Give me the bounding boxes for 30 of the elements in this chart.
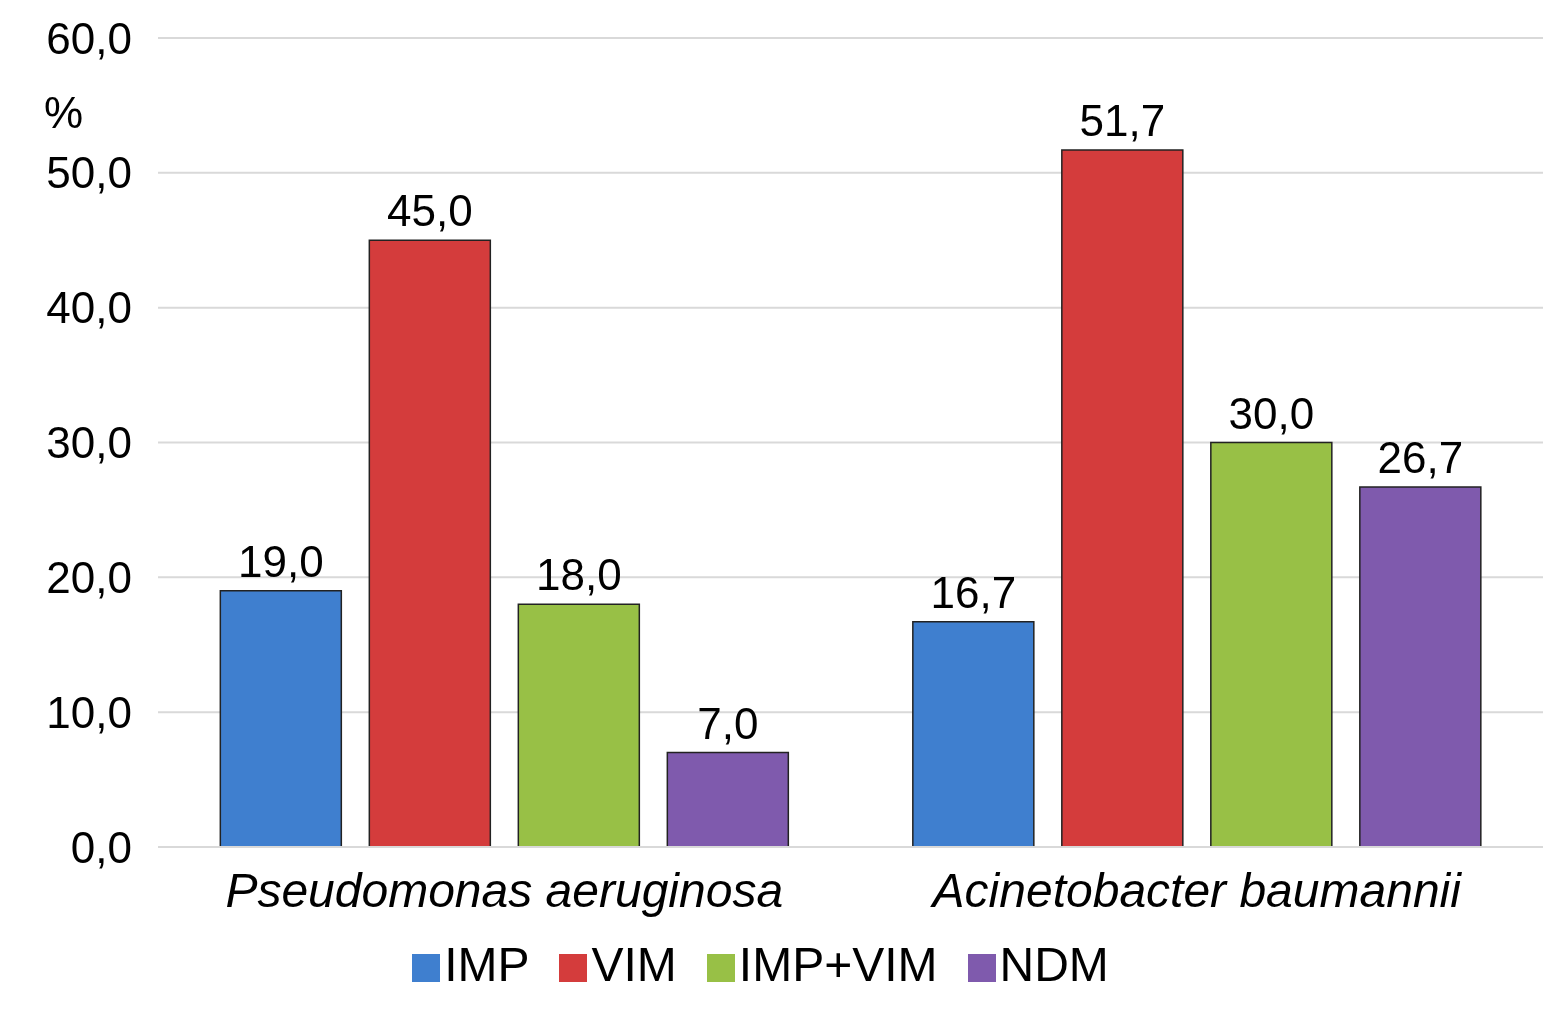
y-tick-label: 40,0 <box>46 283 132 333</box>
data-label: 30,0 <box>1228 388 1315 438</box>
legend-label: IMP+VIM <box>738 938 938 991</box>
legend-label: NDM <box>999 938 1109 991</box>
bar <box>1061 149 1184 847</box>
y-tick-label: 60,0 <box>46 13 132 63</box>
bar <box>912 621 1035 847</box>
y-axis-title: % <box>44 88 84 138</box>
bar <box>517 603 641 847</box>
bar <box>666 751 790 847</box>
data-label: 26,7 <box>1377 432 1464 482</box>
data-label: 18,0 <box>536 550 622 600</box>
bar <box>1210 441 1333 847</box>
y-tick-label: 0,0 <box>70 822 132 872</box>
y-tick-label: 20,0 <box>46 552 132 602</box>
bar <box>1359 486 1482 847</box>
bar <box>368 239 492 847</box>
y-tick-label: 50,0 <box>46 148 132 198</box>
data-label: 16,7 <box>930 567 1017 617</box>
x-tick-label: Acinetobacter baumannii <box>929 864 1463 918</box>
data-label: 51,7 <box>1079 95 1166 145</box>
y-tick-label: 30,0 <box>46 418 132 468</box>
data-label: 45,0 <box>387 186 473 236</box>
data-label: 7,0 <box>697 698 759 748</box>
legend-label: IMP <box>444 938 530 991</box>
bar <box>219 590 343 847</box>
legend-label: VIM <box>591 938 677 991</box>
data-label: 19,0 <box>238 536 324 586</box>
y-tick-label: 10,0 <box>46 687 132 737</box>
x-tick-label: Pseudomonas aeruginosa <box>225 864 784 918</box>
